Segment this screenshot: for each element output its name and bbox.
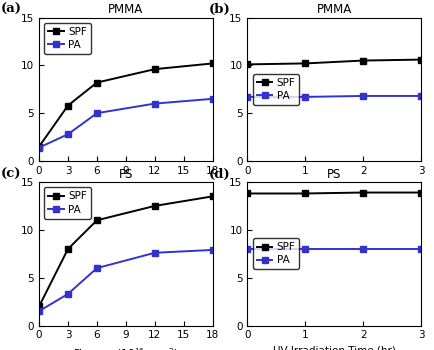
SPF <box>94 218 99 222</box>
SPF <box>36 145 42 149</box>
X-axis label: Fluence ($10^{16}$ cm$^{-2}$): Fluence ($10^{16}$ cm$^{-2}$) <box>73 181 179 196</box>
SPF <box>152 204 158 208</box>
X-axis label: UV Irradiation Time (hr): UV Irradiation Time (hr) <box>273 181 396 191</box>
PA <box>245 95 250 99</box>
Line: PA: PA <box>36 247 215 314</box>
Text: (a): (a) <box>1 3 22 16</box>
SPF <box>302 191 308 196</box>
Text: (c): (c) <box>1 168 21 181</box>
PA <box>66 292 71 296</box>
SPF <box>302 61 308 65</box>
PA <box>66 132 71 136</box>
SPF <box>66 103 71 107</box>
SPF <box>66 247 71 251</box>
PA <box>245 247 250 251</box>
SPF <box>361 190 366 195</box>
PA <box>302 247 308 251</box>
SPF <box>152 67 158 71</box>
PA <box>36 309 42 313</box>
Line: SPF: SPF <box>245 57 424 67</box>
Legend: SPF, PA: SPF, PA <box>253 238 299 270</box>
Legend: SPF, PA: SPF, PA <box>44 187 91 219</box>
Line: PA: PA <box>245 246 424 252</box>
Legend: SPF, PA: SPF, PA <box>44 23 91 54</box>
PA <box>361 247 366 251</box>
SPF <box>245 191 250 196</box>
PA <box>361 94 366 98</box>
PA <box>418 247 424 251</box>
SPF <box>361 58 366 63</box>
Line: SPF: SPF <box>36 61 215 149</box>
Line: SPF: SPF <box>36 194 215 309</box>
X-axis label: UV Irradiation Time (hr): UV Irradiation Time (hr) <box>273 346 396 350</box>
PA <box>94 266 99 270</box>
SPF <box>210 194 215 198</box>
SPF <box>210 61 215 65</box>
Title: PMMA: PMMA <box>108 4 144 16</box>
X-axis label: Fluence ($10^{16}$ cm$^{-2}$): Fluence ($10^{16}$ cm$^{-2}$) <box>73 346 179 350</box>
PA <box>152 102 158 106</box>
SPF <box>418 190 424 195</box>
SPF <box>418 57 424 62</box>
PA <box>302 95 308 99</box>
SPF <box>36 304 42 308</box>
PA <box>36 146 42 150</box>
PA <box>152 251 158 255</box>
Text: (d): (d) <box>209 168 231 181</box>
PA <box>210 248 215 252</box>
Line: PA: PA <box>245 93 424 100</box>
Legend: SPF, PA: SPF, PA <box>253 74 299 105</box>
Line: SPF: SPF <box>245 190 424 196</box>
SPF <box>94 80 99 85</box>
Text: (b): (b) <box>209 3 231 16</box>
Title: PS: PS <box>327 168 342 181</box>
Title: PS: PS <box>118 168 133 181</box>
Line: PA: PA <box>36 96 215 150</box>
SPF <box>245 62 250 66</box>
Title: PMMA: PMMA <box>316 4 352 16</box>
PA <box>94 111 99 115</box>
PA <box>210 97 215 101</box>
PA <box>418 94 424 98</box>
